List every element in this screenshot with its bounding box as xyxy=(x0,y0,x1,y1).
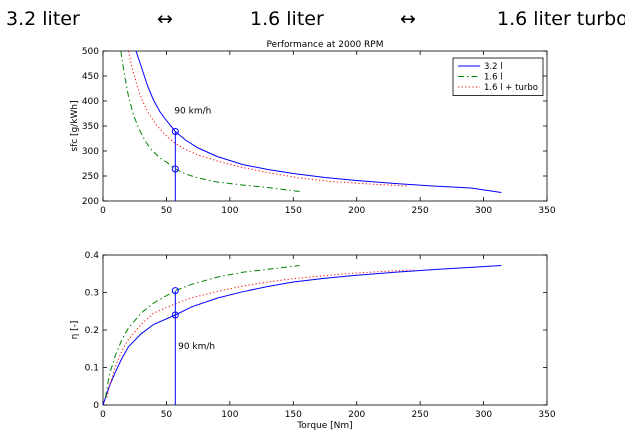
chart-1-operating-point-marker xyxy=(171,128,179,135)
double-arrow-icon: ↔ xyxy=(157,8,173,30)
chart-1-series-line-1 xyxy=(135,51,502,193)
chart-1-y-tick-label: 300 xyxy=(82,147,99,157)
chart-2-operating-point-marker xyxy=(171,287,179,295)
chart-1-title: Performance at 2000 RPM xyxy=(266,40,383,50)
chart-1-x-tick-label: 350 xyxy=(538,206,555,216)
chart-2-y-tick-label: 0 xyxy=(93,401,99,411)
chart-2-y-tick-label: 0.4 xyxy=(85,251,100,261)
chart-2-series-line-1 xyxy=(103,265,502,405)
chart-2-x-tick-label: 350 xyxy=(538,410,555,420)
engine-label-1-6-turbo: 1.6 liter turbo xyxy=(497,8,625,30)
chart-1-y-tick-label: 350 xyxy=(82,122,99,132)
chart-1-y-tick-label: 500 xyxy=(82,47,99,57)
chart-1-legend-label-3: 1.6 l + turbo xyxy=(484,83,538,93)
chart-2-axes-frame xyxy=(102,254,548,406)
chart-1-x-tick-label: 100 xyxy=(221,206,238,216)
chart-2-x-tick-label: 150 xyxy=(285,410,302,420)
chart-1-x-tick-label: 200 xyxy=(348,206,365,216)
chart-2-series-line-3 xyxy=(106,269,414,398)
chart-1-x-tick-label: 150 xyxy=(285,206,302,216)
chart-1-y-tick-label: 200 xyxy=(82,197,99,207)
chart-2-x-tick-label: 200 xyxy=(348,410,365,420)
chart-1-x-tick-label: 300 xyxy=(475,206,492,216)
chart-1-legend-label-2: 1.6 l xyxy=(484,73,503,83)
chart-2-x-tick-label: 50 xyxy=(161,410,173,420)
chart-2-x-tick-label: 300 xyxy=(475,410,492,420)
double-arrow-icon: ↔ xyxy=(400,8,416,30)
chart-1-series-line-2 xyxy=(120,51,300,192)
chart-2-annotation: 90 km/h xyxy=(178,342,215,352)
chart-2-y-axis-label: η [-] xyxy=(70,321,80,340)
engine-label-1-6: 1.6 liter xyxy=(250,8,324,30)
chart-1-y-tick-label: 450 xyxy=(82,72,99,82)
chart-2-x-tick-label: 0 xyxy=(100,410,106,420)
chart-1-operating-point-marker xyxy=(171,165,179,173)
chart-1-legend-label-1: 3.2 l xyxy=(484,62,503,72)
chart-2-y-tick-label: 0.1 xyxy=(85,364,99,374)
chart-1-series-line-3 xyxy=(127,51,408,187)
chart-2-series-line-2 xyxy=(105,265,300,398)
chart-1-x-tick-label: 50 xyxy=(161,206,173,216)
chart-2-y-tick-label: 0.2 xyxy=(85,326,99,336)
chart-1-annotation: 90 km/h xyxy=(174,107,211,117)
chart-2-x-tick-label: 100 xyxy=(221,410,238,420)
chart-1-x-tick-label: 0 xyxy=(100,206,106,216)
chart-1-y-tick-label: 250 xyxy=(82,172,99,182)
chart-2-y-tick-label: 0.3 xyxy=(85,289,99,299)
chart-2-x-tick-label: 250 xyxy=(412,410,429,420)
chart-1-x-tick-label: 250 xyxy=(412,206,429,216)
chart-1-y-tick-label: 400 xyxy=(82,97,99,107)
chart-1-y-axis-label: sfc [g/kWh] xyxy=(70,100,80,151)
chart-2-x-axis-label: Torque [Nm] xyxy=(296,421,352,431)
engine-label-3-2: 3.2 liter xyxy=(6,8,80,30)
chart-2-operating-point-marker xyxy=(171,311,179,319)
